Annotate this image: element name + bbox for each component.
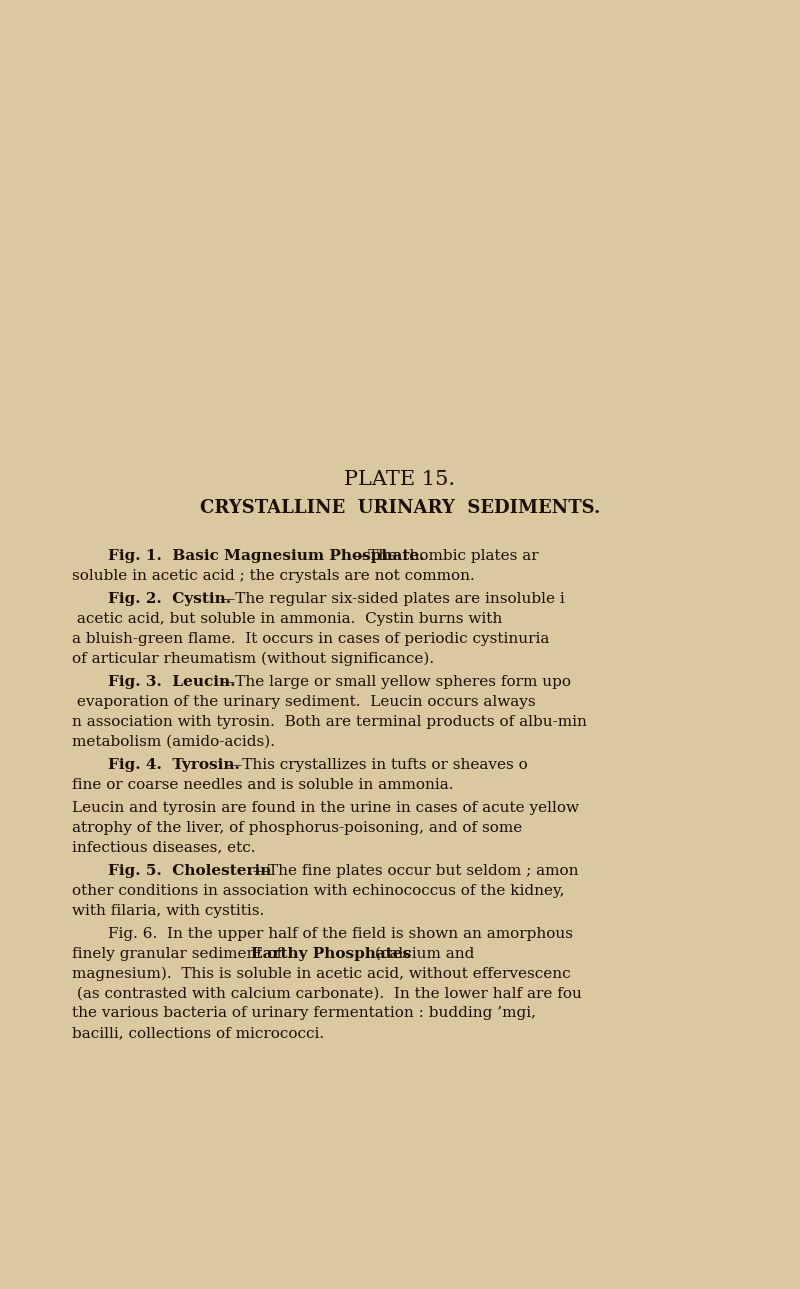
- Text: —The regular six-sided plates are insoluble i: —The regular six-sided plates are insolu…: [220, 593, 565, 606]
- Text: Fig. 4.  Tyrosin.: Fig. 4. Tyrosin.: [108, 758, 240, 772]
- Text: n association with tyrosin.  Both are terminal products of albu-min: n association with tyrosin. Both are ter…: [72, 714, 587, 728]
- Text: acetic acid, but soluble in ammonia.  Cystin burns with: acetic acid, but soluble in ammonia. Cys…: [72, 612, 502, 626]
- Text: metabolism (amido-acids).: metabolism (amido-acids).: [72, 735, 275, 749]
- Text: bacilli, collections of micrococci.: bacilli, collections of micrococci.: [72, 1026, 324, 1040]
- Text: atrophy of the liver, of phosphorus-poisoning, and of some: atrophy of the liver, of phosphorus-pois…: [72, 821, 522, 835]
- Text: (as contrasted with calcium carbonate).  In the lower half are fou: (as contrasted with calcium carbonate). …: [72, 986, 582, 1000]
- Text: of articular rheumatism (without significance).: of articular rheumatism (without signifi…: [72, 651, 434, 666]
- Text: Fig. 5.  Cholesterin: Fig. 5. Cholesterin: [108, 864, 271, 878]
- Text: CRYSTALLINE  URINARY  SEDIMENTS.: CRYSTALLINE URINARY SEDIMENTS.: [200, 499, 600, 517]
- Text: fine or coarse needles and is soluble in ammonia.: fine or coarse needles and is soluble in…: [72, 777, 454, 791]
- Text: a bluish-green flame.  It occurs in cases of periodic cystinuria: a bluish-green flame. It occurs in cases…: [72, 632, 554, 646]
- Text: Fig. 2.  Cystin.: Fig. 2. Cystin.: [108, 593, 231, 606]
- Text: —The rhombic plates ar: —The rhombic plates ar: [353, 549, 538, 563]
- Text: Fig. 3.  Leucin.: Fig. 3. Leucin.: [108, 675, 235, 690]
- Text: Fig. 1.  Basic Magnesium Phosphate.: Fig. 1. Basic Magnesium Phosphate.: [108, 549, 425, 563]
- Text: —The large or small yellow spheres form upo: —The large or small yellow spheres form …: [220, 675, 571, 690]
- Text: other conditions in association with echinococcus of the kidney,: other conditions in association with ech…: [72, 884, 565, 898]
- Text: evaporation of the urinary sediment.  Leucin occurs always: evaporation of the urinary sediment. Leu…: [72, 695, 541, 709]
- Text: .—The fine plates occur but seldom ; amon: .—The fine plates occur but seldom ; amo…: [248, 864, 578, 878]
- Text: magnesium).  This is soluble in acetic acid, without effervescenc: magnesium). This is soluble in acetic ac…: [72, 967, 570, 981]
- Text: Leucin and tyrosin are found in the urine in cases of acute yellow: Leucin and tyrosin are found in the urin…: [72, 802, 579, 815]
- Text: with filaria, with cystitis.: with filaria, with cystitis.: [72, 904, 264, 918]
- Text: infectious diseases, etc.: infectious diseases, etc.: [72, 840, 255, 855]
- Text: —This crystallizes in tufts or sheaves o: —This crystallizes in tufts or sheaves o: [227, 758, 528, 772]
- Text: Fig. 6.  In the upper half of the field is shown an amorphous: Fig. 6. In the upper half of the field i…: [108, 927, 573, 941]
- Text: soluble in acetic acid ; the crystals are not common.: soluble in acetic acid ; the crystals ar…: [72, 568, 474, 583]
- Text: PLATE 15.: PLATE 15.: [345, 469, 455, 489]
- Text: the various bacteria of urinary fermentation : budding ’mgi,: the various bacteria of urinary fermenta…: [72, 1007, 536, 1020]
- Text: (calcium and: (calcium and: [370, 947, 474, 962]
- Text: finely granular sediment of: finely granular sediment of: [72, 947, 287, 962]
- Text: Earthy Phosphates: Earthy Phosphates: [251, 947, 411, 962]
